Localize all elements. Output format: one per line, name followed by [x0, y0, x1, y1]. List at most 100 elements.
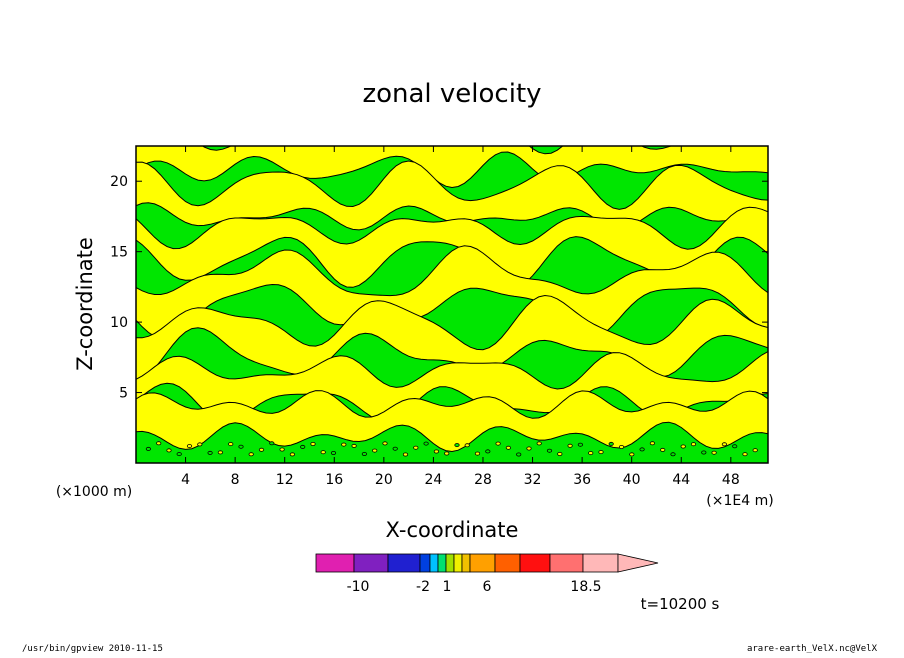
- y-tick-label: 20: [110, 174, 128, 190]
- contour-blob: [588, 451, 594, 456]
- contour-blob: [320, 450, 326, 455]
- contour-blob: [464, 443, 470, 448]
- contour-blob: [557, 451, 563, 456]
- colorbar-swatch: [445, 553, 455, 573]
- contour-blob: [629, 452, 635, 457]
- colorbar-swatch: [519, 553, 551, 573]
- x-tick-label: 28: [474, 472, 492, 488]
- contour-blob: [649, 441, 656, 446]
- colorbar-swatch: [494, 553, 521, 573]
- footer-right: arare-earth_VelX.nc@VelX: [747, 644, 878, 654]
- x-axis: 4 8 12 16 20 24 28 32 36 40 44 48: [181, 146, 740, 488]
- contour-blob: [228, 442, 234, 447]
- colorbar-swatch: [582, 553, 619, 573]
- contour-blob: [660, 447, 666, 452]
- x-tick-label: 20: [375, 472, 393, 488]
- contour-blob: [186, 444, 193, 449]
- colorbar-swatch: [419, 553, 431, 573]
- contour-blob: [423, 441, 429, 446]
- contour-blob: [289, 452, 295, 457]
- contour-blob: [341, 442, 347, 447]
- y-tick-label: 10: [110, 315, 128, 331]
- contour-region: [136, 390, 768, 453]
- contour-blob: [351, 443, 357, 448]
- contour-region: [136, 351, 768, 423]
- colorbar-swatch: [315, 553, 355, 573]
- x-tick-label: 4: [181, 472, 190, 488]
- colorbar-tick-label: 18.5: [570, 579, 601, 595]
- colorbar-swatch: [461, 553, 471, 573]
- colorbar-swatch: [353, 553, 389, 573]
- contour-blob: [361, 451, 367, 456]
- contour-blob: [392, 446, 398, 451]
- contour-blob: [279, 447, 285, 452]
- plot-area: [135, 145, 769, 464]
- contour-blob: [608, 441, 614, 446]
- contour-region: [136, 160, 768, 231]
- contour-blob: [413, 445, 419, 450]
- contour-blob: [526, 446, 532, 451]
- x-tick-label: 12: [276, 472, 294, 488]
- contour-blob: [536, 441, 542, 446]
- contour-blob: [752, 448, 758, 453]
- contour-blob: [474, 451, 481, 456]
- contour-blob: [516, 452, 522, 457]
- contour-region: [136, 146, 768, 189]
- contour-blob: [402, 452, 409, 457]
- contour-blob: [166, 448, 172, 453]
- contour-blob: [156, 441, 162, 446]
- contour-blob: [300, 444, 306, 449]
- y-tick-label: 5: [119, 386, 128, 402]
- contour-blob: [567, 443, 573, 448]
- y-axis-label: Z-coordinate: [73, 237, 97, 371]
- contour-blob: [444, 451, 450, 456]
- contour-blob: [495, 441, 501, 446]
- x-tick-label: 44: [672, 472, 690, 488]
- contour-region: [136, 245, 768, 339]
- contour-blob: [269, 441, 275, 446]
- colorbar-swatch: [429, 553, 439, 573]
- x-tick-label: 48: [722, 472, 740, 488]
- contour-blob: [505, 445, 511, 450]
- contour-blob: [711, 450, 717, 455]
- contour-blob: [433, 449, 439, 454]
- contour-blob: [207, 450, 213, 455]
- x-tick-label: 32: [524, 472, 542, 488]
- x-axis-label: X-coordinate: [386, 518, 519, 542]
- contour-blob: [732, 444, 738, 449]
- contour-blob: [217, 450, 223, 455]
- colorbar-tick-label: 6: [483, 579, 492, 595]
- x-tick-label: 24: [424, 472, 442, 488]
- footer-left: /usr/bin/gpview 2010-11-15: [22, 644, 163, 654]
- y-tick-label: 15: [110, 245, 128, 261]
- contour-blob: [197, 442, 203, 447]
- colorbar-swatch: [453, 553, 463, 573]
- contour-blob: [310, 441, 316, 446]
- contour-blob: [690, 442, 697, 447]
- contour-blob: [238, 444, 244, 449]
- contour-blob: [258, 447, 265, 452]
- contour-blob: [485, 449, 491, 454]
- contour-blob: [248, 452, 254, 457]
- x-tick-label: 8: [231, 472, 240, 488]
- contour-blob: [598, 450, 604, 455]
- contour-blob: [721, 442, 728, 447]
- contour-blob: [618, 444, 625, 449]
- contour-blob: [742, 452, 748, 457]
- contour-blob: [382, 441, 388, 446]
- contour-blob: [701, 450, 707, 455]
- contour-blob: [546, 448, 553, 453]
- contour-blob: [372, 448, 378, 453]
- chart-title: zonal velocity: [362, 79, 541, 109]
- x-tick-label: 16: [325, 472, 343, 488]
- contour-blob: [454, 443, 460, 448]
- y-unit-label: (×1000 m): [56, 484, 132, 500]
- colorbar-extension: [617, 553, 659, 573]
- contour-blob: [577, 442, 584, 447]
- colorbar-tick-label: 1: [443, 579, 452, 595]
- y-axis: 5 10 15 20: [110, 174, 768, 402]
- colorbar: -10 -2 1 6 18.5: [315, 553, 659, 595]
- contour-region: [136, 206, 768, 288]
- colorbar-swatch: [437, 553, 447, 573]
